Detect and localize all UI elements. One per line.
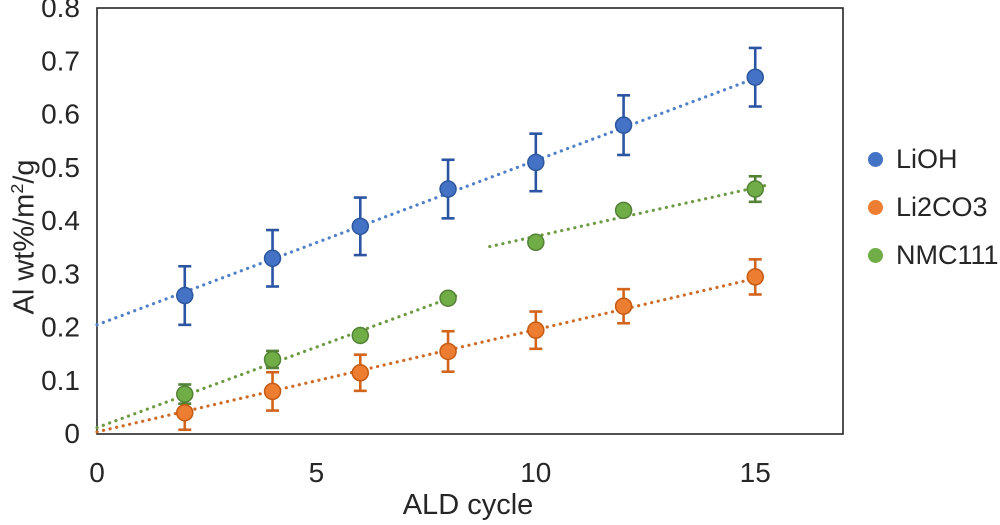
data-point-nmc111 [439, 289, 457, 307]
data-point-nmc111 [614, 201, 633, 220]
y-tick-label: 0.5 [41, 152, 80, 183]
y-tick-label: 0.4 [41, 205, 80, 236]
data-point-li2co3 [263, 382, 282, 401]
data-point-nmc111 [263, 350, 282, 369]
x-axis-tick-labels: 0 5 10 15 [89, 457, 771, 488]
data-point-nmc111 [351, 326, 370, 345]
data-points [176, 68, 764, 422]
legend-label: Li2CO3 [896, 191, 988, 222]
y-axis-tick-labels: 0 0.1 0.2 0.3 0.4 0.5 0.6 0.7 0.8 [41, 0, 80, 449]
legend-item-lioh: LiOH [868, 135, 999, 183]
data-point-nmc111 [527, 233, 545, 252]
y-axis-label: Al wt%/m2/g [7, 37, 49, 437]
y-tick-label: 0.1 [41, 365, 80, 396]
y-tick-label: 0.2 [41, 312, 80, 343]
data-point-li2co3 [614, 297, 633, 315]
data-point-li2co3 [746, 268, 764, 286]
error-bars [178, 46, 762, 432]
legend-item-li2co3: Li2CO3 [868, 183, 999, 231]
data-point-lioh [439, 180, 457, 198]
legend-marker-icon [868, 151, 883, 167]
data-point-li2co3 [439, 342, 457, 361]
x-tick-label: 15 [740, 457, 771, 488]
data-point-nmc111 [746, 180, 764, 198]
y-axis-label-pre: Al wt%/m [8, 193, 41, 315]
legend-label: LiOH [896, 143, 958, 174]
legend-item-nmc111: NMC111 [868, 231, 999, 279]
x-axis-label: ALD cycle [402, 489, 534, 521]
y-tick-label: 0.7 [41, 45, 80, 76]
data-point-lioh [351, 217, 370, 236]
y-axis-label-sup: 2 [7, 183, 27, 194]
data-point-lioh [614, 116, 633, 134]
data-point-nmc111 [176, 385, 194, 403]
x-tick-label: 0 [89, 457, 105, 488]
data-point-li2co3 [176, 403, 194, 422]
y-tick-label: 0 [64, 418, 80, 449]
trendlines [95, 76, 771, 434]
plot-border [96, 7, 844, 435]
legend-marker-icon [868, 247, 883, 263]
legend-label: NMC111 [896, 239, 999, 270]
data-point-li2co3 [351, 364, 370, 382]
data-point-lioh [527, 153, 545, 172]
trendline-li2co3 [95, 276, 757, 434]
data-point-li2co3 [527, 321, 545, 339]
data-point-lioh [176, 286, 194, 305]
plot-border-rect [96, 7, 844, 435]
data-point-lioh [263, 249, 282, 268]
data-point-lioh [746, 68, 764, 86]
y-tick-label: 0.8 [41, 0, 80, 23]
legend: LiOH Li2CO3 NMC111 [868, 135, 999, 279]
y-tick-label: 0.6 [41, 99, 80, 130]
trendline-lioh [95, 76, 757, 327]
x-tick-label: 5 [309, 457, 325, 488]
y-axis-label-post: /g [8, 159, 41, 184]
y-tick-label: 0.3 [41, 258, 80, 289]
legend-marker-icon [868, 199, 883, 215]
x-tick-label: 10 [520, 457, 551, 488]
